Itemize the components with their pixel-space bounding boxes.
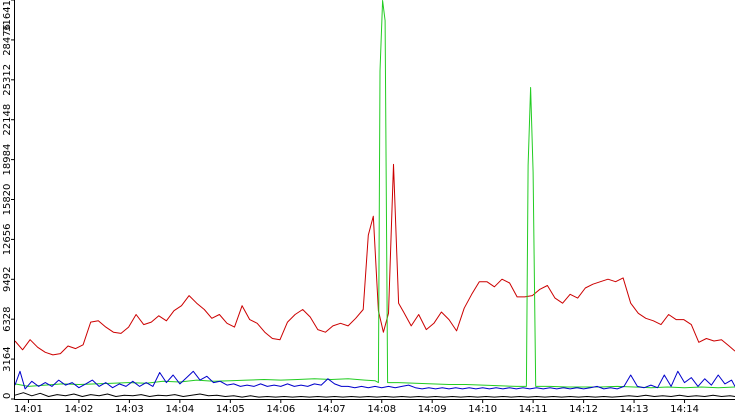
x-tick-label: 14:11	[519, 404, 548, 415]
y-tick-label: 22148	[2, 104, 13, 136]
x-tick-label: 14:03	[115, 404, 144, 415]
y-tick-label: 3164	[2, 346, 13, 371]
series-line-2	[14, 0, 735, 389]
y-axis-ticks: 0 3164 6328 9492 12656 15820 18984 22148 25312 28…	[2, 0, 15, 400]
x-tick-label: 14:05	[216, 404, 245, 415]
x-tick-label: 14:04	[165, 404, 194, 415]
series-layer	[14, 0, 735, 398]
x-tick-label: 14:13	[620, 404, 649, 415]
y-tick-label: 9492	[2, 267, 13, 292]
x-tick-label: 14:07	[317, 404, 346, 415]
x-tick-label: 14:14	[670, 404, 699, 415]
x-tick-label: 14:02	[65, 404, 94, 415]
y-tick-label: 28476	[2, 24, 13, 56]
x-tick-label: 14:08	[367, 404, 396, 415]
series-line-3	[14, 370, 735, 390]
x-tick-label: 14:10	[468, 404, 497, 415]
y-tick-label: 25312	[2, 64, 13, 96]
x-axis-ticks: 14:01 14:02 14:03 14:04 14:05 14:06 14:07 14:08…	[14, 399, 699, 415]
series-line-4	[14, 392, 735, 398]
x-tick-label: 14:12	[569, 404, 598, 415]
y-tick-label: 6328	[2, 306, 13, 331]
y-tick-label: 0	[2, 393, 13, 399]
y-tick-label: 31641	[2, 0, 13, 32]
y-tick-label: 18984	[2, 144, 13, 176]
y-tick-label: 12656	[2, 223, 13, 255]
x-tick-label: 14:01	[14, 404, 43, 415]
x-tick-label: 14:06	[266, 404, 295, 415]
x-tick-label: 14:09	[418, 404, 447, 415]
y-tick-label: 15820	[2, 184, 13, 216]
